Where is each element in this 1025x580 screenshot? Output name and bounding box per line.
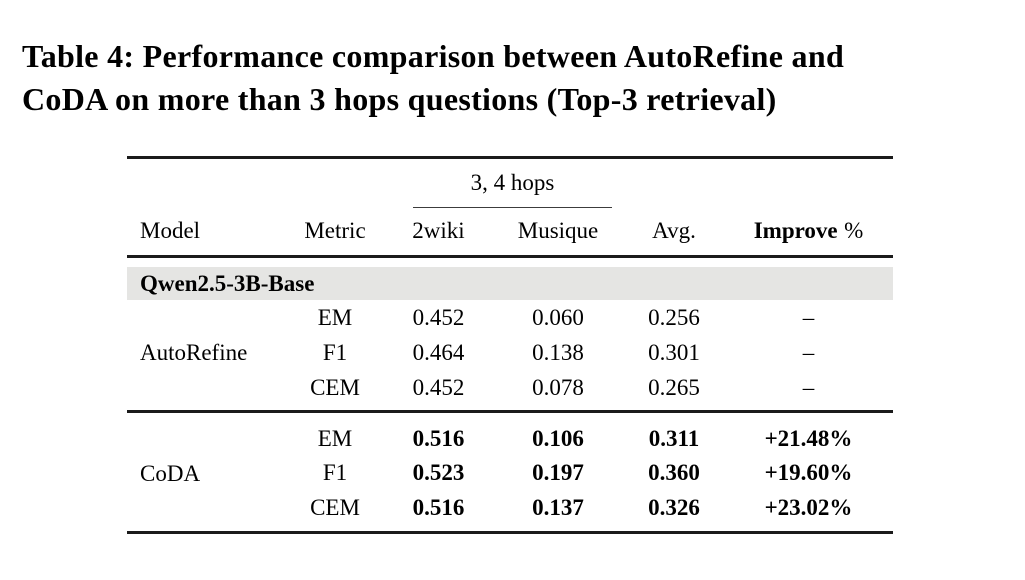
- table-row: F1 0.464 0.138 0.301 –: [127, 335, 893, 370]
- avg-cell: 0.360: [648, 460, 700, 486]
- musique-cell: 0.138: [532, 339, 584, 365]
- table-top-rule: [127, 156, 893, 159]
- table-row: F1 0.523 0.197 0.360 +19.60%: [127, 456, 893, 490]
- metric-cell: EM: [317, 304, 353, 330]
- 2wiki-cell: 0.452: [412, 375, 465, 401]
- metric-cell: F1: [322, 339, 348, 365]
- header-improve: Improve%: [724, 218, 893, 244]
- header-metric: Metric: [304, 218, 366, 243]
- column-group-rule: [413, 206, 612, 208]
- metric-cell: F1: [322, 460, 348, 486]
- table-bottom-rule: [127, 531, 893, 534]
- avg-cell: 0.301: [648, 339, 700, 365]
- model-name: CoDA: [140, 460, 201, 486]
- musique-cell: 0.106: [532, 426, 584, 452]
- caption-line-2: CoDA on more than 3 hops questions (Top-…: [22, 81, 777, 118]
- improve-cell: –: [802, 375, 815, 401]
- 2wiki-cell: 0.516: [412, 494, 465, 520]
- improve-cell: –: [802, 304, 815, 330]
- metric-cell: CEM: [310, 375, 360, 401]
- avg-cell: 0.311: [648, 426, 700, 452]
- model-name: AutoRefine: [140, 340, 248, 365]
- model-group-autorefine: AutoRefine EM 0.452 0.060 0.256 – F1 0.4…: [127, 300, 893, 406]
- musique-cell: 0.060: [532, 304, 584, 330]
- 2wiki-cell: 0.464: [412, 339, 465, 365]
- improve-cell: +19.60%: [764, 460, 853, 486]
- avg-cell: 0.265: [648, 375, 700, 401]
- improve-cell: +21.48%: [764, 426, 853, 452]
- caption-line-1: Table 4: Performance comparison between …: [22, 38, 845, 75]
- metric-cell: EM: [317, 426, 353, 452]
- section-band: Qwen2.5-3B-Base: [127, 267, 893, 300]
- table-row: CEM 0.452 0.078 0.265 –: [127, 371, 893, 406]
- avg-cell: 0.326: [648, 494, 700, 520]
- header-musique: Musique: [517, 218, 599, 243]
- 2wiki-cell: 0.523: [412, 460, 465, 486]
- section-label: Qwen2.5-3B-Base: [140, 270, 315, 296]
- musique-cell: 0.197: [532, 460, 584, 486]
- header-row: Model Metric 2wiki Musique Avg. Improve%: [127, 208, 893, 254]
- table-header-rule: [127, 255, 893, 258]
- header-2wiki: 2wiki: [412, 218, 465, 243]
- column-group-header: 3, 4 hops: [470, 169, 555, 195]
- header-improve-label: Improve: [753, 218, 838, 243]
- table-mid-rule: [127, 410, 893, 413]
- 2wiki-cell: 0.452: [412, 304, 465, 330]
- results-table: 3, 4 hops Model Metric 2wiki Musique Avg…: [127, 156, 893, 536]
- improve-cell: +23.02%: [764, 494, 853, 520]
- table-row: CEM 0.516 0.137 0.326 +23.02%: [127, 491, 893, 525]
- table-row: EM 0.516 0.106 0.311 +21.48%: [127, 422, 893, 456]
- musique-cell: 0.137: [532, 494, 584, 520]
- metric-cell: CEM: [310, 494, 360, 520]
- header-avg: Avg.: [652, 218, 696, 243]
- 2wiki-cell: 0.516: [412, 426, 465, 452]
- table-caption: Table 4: Performance comparison between …: [22, 35, 844, 121]
- model-group-coda: CoDA EM 0.516 0.106 0.311 +21.48% F1 0.5…: [127, 422, 893, 525]
- musique-cell: 0.078: [532, 375, 584, 401]
- header-model: Model: [140, 218, 201, 243]
- avg-cell: 0.256: [648, 304, 700, 330]
- table-row: EM 0.452 0.060 0.256 –: [127, 300, 893, 335]
- improve-cell: –: [802, 339, 815, 365]
- header-improve-unit: %: [844, 218, 864, 243]
